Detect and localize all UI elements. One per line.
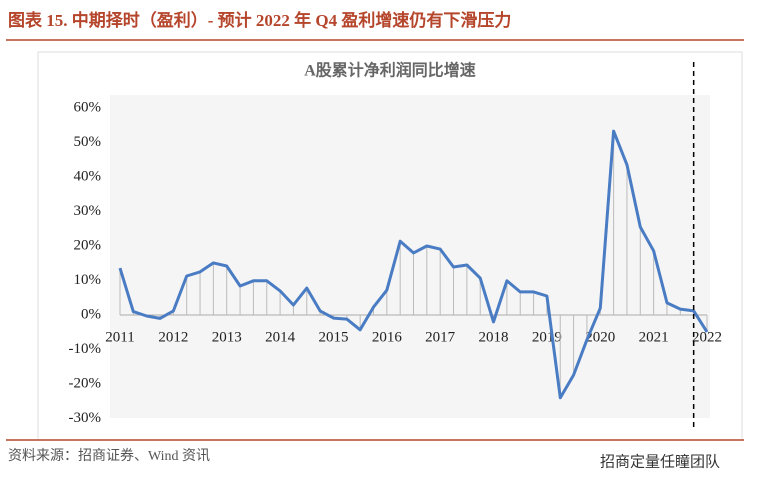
series-line	[118, 129, 709, 400]
y-tick-label: 0%	[81, 306, 101, 322]
page-title: 图表 15. 中期择时（盈利）- 预计 2022 年 Q4 盈利增速仍有下滑压力	[8, 10, 511, 30]
x-tick-label: 2011	[105, 329, 134, 345]
y-tick-label: -20%	[69, 375, 102, 391]
y-tick-label: 60%	[74, 99, 102, 115]
x-tick-label: 2022	[692, 329, 722, 345]
chart-title: A股累计净利润同比增速	[304, 61, 476, 80]
x-tick-label: 2016	[372, 329, 403, 345]
x-tick-label: 2014	[265, 329, 296, 345]
x-tick-label: 2021	[639, 329, 669, 345]
x-tick-label: 2017	[425, 329, 456, 345]
y-tick-label: -10%	[69, 341, 102, 357]
x-tick-label: 2012	[158, 329, 188, 345]
watermark: 招商定量任瞳团队	[600, 453, 720, 471]
x-tick-label: 2013	[212, 329, 242, 345]
y-tick-label: 30%	[74, 203, 102, 219]
y-tick-label: -30%	[69, 410, 102, 426]
x-tick-label: 2019	[532, 329, 562, 345]
x-tick-label: 2018	[479, 329, 509, 345]
y-tick-label: 50%	[74, 134, 102, 150]
x-tick-label: 2015	[318, 329, 348, 345]
plot: -30% -20% -10% 0% 10% 20% 30% 40% 50% 60% 2011 2012…	[69, 62, 722, 428]
y-tick-label: 40%	[74, 168, 102, 184]
x-tick-label: 2020	[585, 329, 615, 345]
y-tick-label: 20%	[74, 237, 102, 253]
plot-area	[110, 95, 710, 418]
y-tick-label: 10%	[74, 272, 102, 288]
source: 资料来源：招商证券、Wind 资讯	[8, 448, 210, 464]
